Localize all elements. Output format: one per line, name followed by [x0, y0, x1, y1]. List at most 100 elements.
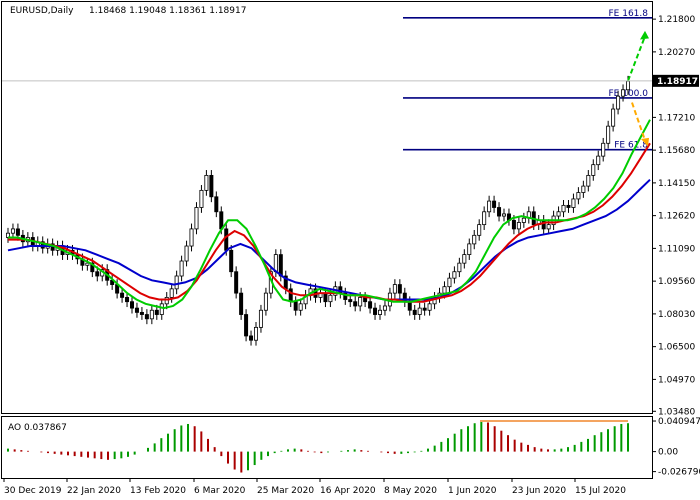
candle-body	[571, 198, 576, 208]
candle-body	[174, 275, 179, 290]
ao-label: AO 0.037867	[8, 423, 67, 433]
time-tick-label: 25 Mar 2020	[257, 486, 314, 496]
candle-body	[581, 185, 586, 193]
candle-body	[427, 303, 432, 311]
candle-body	[442, 286, 447, 294]
price-tick-label: 1.21800	[658, 15, 695, 25]
candle-body	[328, 294, 333, 303]
fib-level-label: FE 161.8	[609, 9, 649, 19]
candle-body	[596, 155, 601, 166]
ohlc-values: 1.18468 1.19048 1.18361 1.18917	[89, 6, 246, 16]
time-tick-label: 22 Jan 2020	[67, 486, 121, 496]
candle-body	[511, 219, 516, 230]
candle-body	[15, 228, 20, 236]
time-tick-label: 30 Dec 2019	[4, 486, 62, 496]
candle-body	[234, 271, 239, 294]
candle-body	[249, 335, 254, 341]
candle-body	[194, 207, 199, 230]
candle-body	[482, 211, 487, 226]
price-tick-label: 1.03480	[658, 407, 695, 417]
candle-body	[392, 284, 397, 294]
price-tick-label: 1.20270	[658, 48, 695, 58]
ao-tick-label: 0.040947	[658, 417, 700, 427]
candle-body	[422, 307, 427, 311]
candle-body	[343, 292, 348, 300]
candle-body	[412, 309, 417, 315]
candle-body	[616, 95, 621, 110]
candle-body	[164, 297, 169, 305]
candle-body	[90, 262, 95, 273]
candle-body	[576, 192, 581, 200]
candle-body	[601, 142, 606, 157]
candle-body	[546, 224, 551, 230]
candle-body	[209, 174, 214, 198]
price-tick-label: 1.04970	[658, 375, 695, 385]
candle-body	[239, 292, 244, 315]
candle-body	[219, 211, 224, 230]
time-tick-label: 13 Feb 2020	[130, 486, 186, 496]
moving-averages	[7, 119, 651, 310]
price-tick-label: 1.14150	[658, 179, 695, 189]
candle-body	[382, 305, 387, 311]
ao-axis: 0.040947 0.00 -0.026790	[652, 417, 700, 478]
price-tick-label: 1.15680	[658, 146, 695, 156]
ma-blue-line	[7, 178, 651, 301]
price-chart-frame[interactable]	[1, 1, 653, 414]
candle-body	[184, 245, 189, 262]
candle-body	[397, 284, 402, 294]
candle-body	[417, 307, 422, 315]
candle-body	[125, 297, 130, 303]
candle-body	[626, 80, 631, 91]
projection-arrows	[627, 30, 649, 147]
time-tick-label: 15 Jul 2020	[575, 486, 626, 496]
candle-body	[452, 271, 457, 279]
candle-body	[541, 219, 546, 230]
candle-body	[462, 254, 467, 264]
ao-tick-label: 0.00	[658, 448, 678, 458]
candle-body	[497, 207, 502, 217]
candle-body	[179, 260, 184, 277]
candle-body	[561, 204, 566, 213]
candle-body	[566, 204, 571, 208]
candle-body	[278, 254, 283, 277]
price-tick-label: 1.06500	[658, 343, 695, 353]
candle-body	[606, 125, 611, 144]
candle-body	[244, 314, 249, 337]
candle-body	[85, 262, 90, 266]
symbol-label: EURUSD,Daily	[10, 6, 74, 16]
candle-body	[611, 108, 616, 127]
price-tick-label: 1.09560	[658, 277, 695, 287]
candle-body	[263, 292, 268, 311]
current-price-marker	[653, 74, 699, 87]
candle-body	[591, 164, 596, 176]
time-tick-label: 8 May 2020	[384, 486, 437, 496]
candle-body	[154, 309, 159, 315]
candle-body	[323, 292, 328, 303]
price-tick-label: 1.08030	[658, 310, 695, 320]
ma-green-line	[8, 119, 651, 310]
time-axis: 30 Dec 2019 22 Jan 2020 13 Feb 2020 6 Mar 2…	[3, 478, 626, 496]
candle-body	[258, 309, 263, 328]
candle-body	[556, 211, 561, 217]
ao-panel-frame[interactable]	[1, 416, 653, 479]
candle-body	[353, 301, 358, 307]
time-tick-label: 23 Jun 2020	[512, 486, 566, 496]
candle-body	[586, 174, 591, 187]
candle-body	[467, 243, 472, 255]
candle-body	[477, 224, 482, 236]
candles	[6, 75, 631, 346]
ma-red-line	[8, 142, 651, 303]
candle-body	[144, 314, 149, 320]
candle-body	[149, 309, 154, 320]
candle-body	[501, 213, 506, 217]
price-tick-label: 1.11090	[658, 244, 695, 254]
candle-body	[377, 309, 382, 315]
candle-body	[159, 303, 164, 315]
candle-body	[199, 189, 204, 208]
fib-level-label: FE 61.8	[614, 141, 648, 151]
candle-body	[10, 228, 15, 234]
candle-body	[40, 241, 45, 249]
orange-arrow-head	[641, 137, 649, 147]
candle-body	[407, 301, 412, 311]
